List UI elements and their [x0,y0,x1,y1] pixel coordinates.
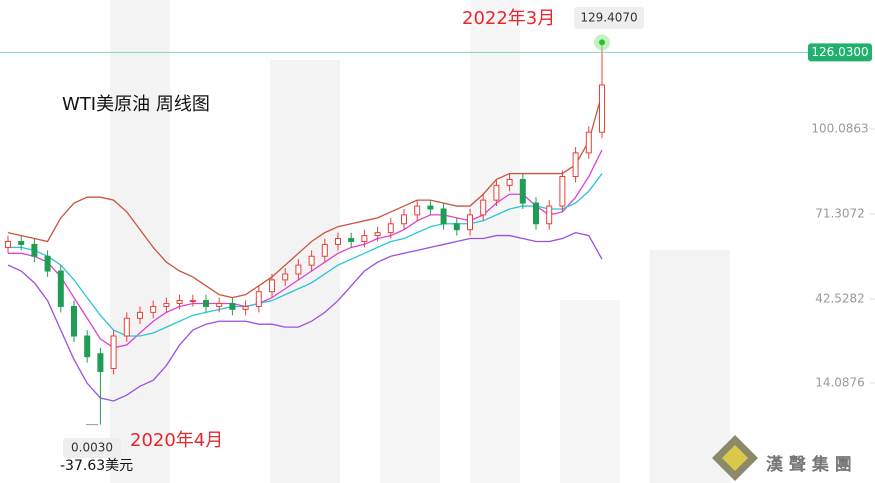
candle-body [321,243,328,257]
candle-body [57,270,64,307]
indicator-line [7,93,603,299]
candle-body [335,238,341,245]
candle-body [572,152,579,178]
candle-body [203,300,209,307]
high-date: 2022年3月 [462,8,555,29]
candle-body [427,205,434,210]
candle-body [18,240,25,245]
low-label: 0.0030 [71,441,113,455]
candle-body [255,291,262,307]
candle-body [519,178,526,204]
candle-body [242,305,249,310]
indicator-line [8,149,603,349]
candle-body [5,240,11,248]
y-tick-label: 71.3072 [815,206,865,220]
candle-body [599,84,605,133]
candle-body [440,208,447,225]
candle-body [308,255,315,266]
low-box [63,438,121,458]
last-price-label: 126.0300 [811,45,868,59]
y-tick-label: 14.0876 [815,375,865,389]
background-deco [110,0,730,483]
candle-body [401,214,407,225]
candle-body [506,178,513,186]
candle-body [71,305,77,337]
watermark: 漢 聲 集 團 [712,435,852,481]
candle-body [269,279,275,293]
candle-body [150,305,157,313]
indicator-line [7,231,603,402]
candle-body [361,235,368,242]
candle-body [97,353,104,372]
candle-body [546,205,553,225]
last-price-box [808,43,872,62]
candle-body [493,184,500,201]
candle-body [229,303,236,310]
candle-body [44,255,51,272]
candle-body [533,202,539,225]
candle-body [31,243,38,257]
candle-body [480,199,487,216]
candle-body [453,223,460,231]
high-dot [599,39,605,46]
candle-body [163,303,170,307]
candle-body [467,214,473,231]
candle-body [348,238,355,242]
candle-body [84,335,91,358]
candle-body [123,317,130,337]
watermark-text: 漢 聲 集 團 [766,454,852,475]
candle-body [387,223,394,234]
candle-body [414,205,421,216]
low-date: 2020年4月 [130,430,223,451]
chart-title: WTI美原油 周线图 [62,94,210,115]
candle-body [374,232,381,237]
candle-body [110,335,117,369]
low-note: -37.63美元 [60,458,133,474]
candle-body [295,264,302,275]
candle-body [137,311,143,319]
candle-body [189,300,196,303]
y-tick-label: 100.0863 [811,121,868,135]
candle-body [585,131,592,154]
candle-body [176,300,183,305]
candle-body [216,303,223,307]
high-box [574,7,644,29]
indicator-line [8,173,603,337]
candle-body [282,273,289,281]
candle-body [559,176,566,207]
y-tick-label: 42.5282 [815,291,865,305]
high-label: 129.4070 [580,11,637,25]
